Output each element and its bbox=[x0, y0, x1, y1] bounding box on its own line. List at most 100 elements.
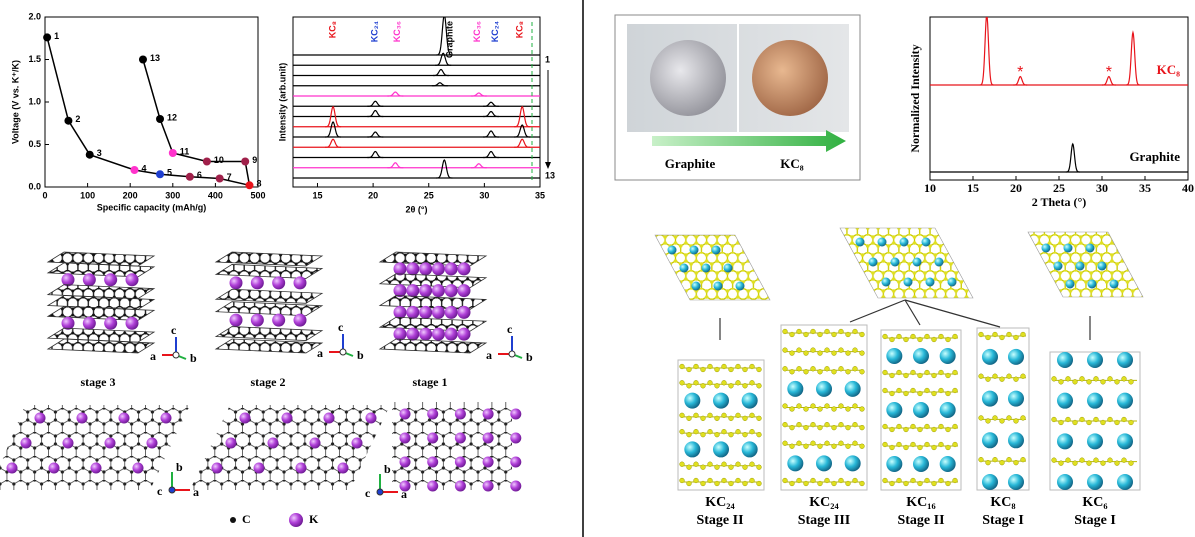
c-atom bbox=[693, 428, 699, 435]
peak bbox=[483, 110, 500, 118]
k-atom bbox=[787, 380, 804, 397]
point-label: 2 bbox=[75, 114, 80, 124]
c-atom bbox=[735, 477, 741, 484]
k-atom bbox=[982, 474, 998, 490]
c-atom bbox=[910, 369, 916, 376]
c-atom bbox=[756, 480, 762, 487]
c-atom bbox=[742, 431, 748, 438]
c-atom bbox=[707, 380, 713, 386]
c-atom bbox=[679, 428, 685, 435]
structure-stage: Stage I bbox=[1074, 513, 1116, 528]
k-atom bbox=[6, 462, 18, 474]
peak bbox=[1126, 30, 1140, 86]
c-atom bbox=[924, 441, 930, 448]
peak bbox=[367, 150, 384, 159]
k-atom bbox=[293, 276, 307, 290]
c-atom bbox=[721, 412, 727, 419]
k-atom bbox=[939, 456, 956, 472]
k-atom bbox=[925, 277, 935, 287]
c-atom bbox=[859, 406, 865, 412]
c-atom bbox=[810, 347, 816, 353]
c-atom bbox=[852, 477, 858, 484]
peak bbox=[483, 150, 500, 159]
c-atom bbox=[707, 363, 713, 370]
c-atom bbox=[1065, 457, 1071, 463]
k-atom bbox=[1117, 392, 1133, 409]
k-atom bbox=[406, 284, 420, 298]
c-atom bbox=[859, 480, 865, 487]
c-atom bbox=[1107, 416, 1113, 423]
k-atom bbox=[868, 257, 878, 267]
peak bbox=[435, 52, 452, 66]
k-atom bbox=[1063, 243, 1073, 253]
c-atom bbox=[903, 426, 909, 433]
k-atom bbox=[711, 245, 721, 255]
k-atom bbox=[293, 313, 307, 327]
c-atom bbox=[693, 461, 699, 467]
c-atom bbox=[917, 372, 923, 379]
c-atom bbox=[735, 412, 741, 419]
k-atom bbox=[229, 276, 243, 290]
annotation: * bbox=[1106, 64, 1112, 81]
k-atom bbox=[735, 281, 745, 291]
structure-stage: Stage I bbox=[982, 513, 1024, 528]
c-atom bbox=[1058, 460, 1064, 466]
c-atom bbox=[831, 443, 837, 449]
y-axis-title: Voltage (V vs. K⁺/K) bbox=[10, 60, 20, 144]
k-atom bbox=[816, 380, 832, 397]
c-atom bbox=[817, 424, 823, 431]
k-atom bbox=[454, 480, 466, 492]
k-atom bbox=[454, 456, 466, 468]
c-atom bbox=[903, 390, 909, 397]
k-atom bbox=[365, 412, 377, 424]
stage-label: stage 3 bbox=[81, 375, 116, 389]
c-atom bbox=[938, 423, 944, 430]
c-atom bbox=[1079, 376, 1085, 382]
k-atom bbox=[1008, 390, 1024, 407]
c-atom bbox=[917, 444, 923, 451]
k-atom bbox=[457, 305, 471, 319]
c-atom bbox=[679, 380, 685, 386]
c-atom bbox=[756, 366, 762, 373]
c-atom bbox=[952, 441, 958, 448]
x-tick-label: 20 bbox=[368, 190, 378, 200]
annotation: KC₈ bbox=[327, 21, 337, 38]
c-atom bbox=[810, 421, 816, 428]
k-atom bbox=[1097, 261, 1107, 271]
point-label: 10 bbox=[214, 155, 224, 165]
axis-label: c bbox=[365, 486, 371, 500]
peak bbox=[325, 121, 342, 138]
k-atom bbox=[701, 263, 711, 273]
data-point bbox=[215, 174, 224, 183]
c-atom bbox=[1058, 379, 1064, 385]
c-atom bbox=[749, 380, 755, 386]
c-atom bbox=[896, 423, 902, 430]
point-label: 7 bbox=[227, 172, 232, 182]
c-atom bbox=[789, 350, 795, 356]
c-atom bbox=[742, 480, 748, 487]
x-axis-title: 2 Theta (°) bbox=[1032, 195, 1087, 209]
k-atom bbox=[844, 380, 861, 397]
cell-box bbox=[880, 329, 962, 491]
c-atom bbox=[1086, 460, 1092, 466]
c-atom bbox=[1006, 415, 1012, 421]
k-atom bbox=[250, 313, 264, 327]
slab bbox=[839, 227, 974, 299]
x-tick-label: 10 bbox=[924, 181, 936, 195]
c-atom bbox=[810, 366, 816, 372]
c-atom bbox=[978, 415, 984, 421]
c-atom bbox=[824, 477, 830, 484]
data-point bbox=[202, 157, 211, 166]
c-atom bbox=[700, 431, 706, 438]
c-atom bbox=[859, 331, 865, 338]
k-atom bbox=[1087, 392, 1103, 409]
k-atom bbox=[1085, 243, 1095, 253]
c-atom bbox=[889, 390, 895, 397]
axis-label: b bbox=[176, 460, 183, 474]
k-atom bbox=[886, 402, 903, 418]
c-atom bbox=[1128, 379, 1134, 385]
x-tick-label: 25 bbox=[1053, 181, 1065, 195]
graphene-sheet bbox=[378, 338, 488, 354]
c-atom bbox=[903, 444, 909, 451]
peak bbox=[514, 105, 531, 128]
